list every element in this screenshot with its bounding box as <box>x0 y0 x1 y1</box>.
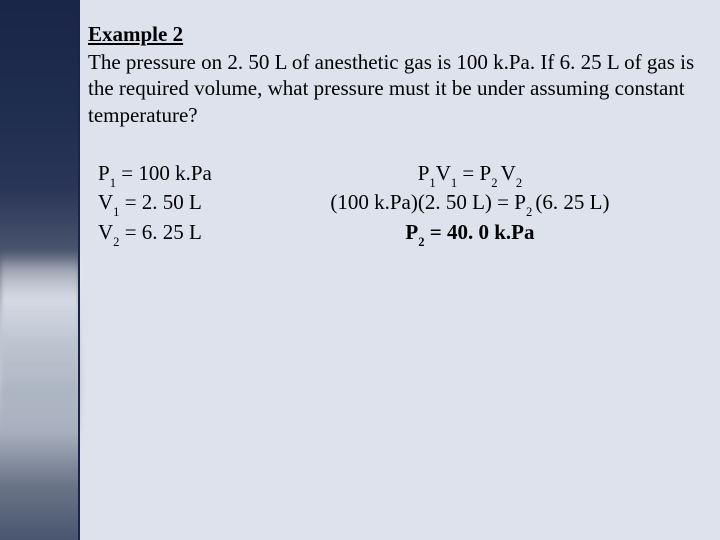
work-area: P1 = 100 k.Pa V1 = 2. 50 L V2 = 6. 25 L … <box>88 160 700 249</box>
equation-line: P1V1 = P2 V2 <box>240 160 700 190</box>
v1-label: V <box>98 190 113 214</box>
p1-label: P <box>98 161 110 185</box>
sub-a: (100 k.Pa)(2. 50 L) = P <box>330 190 526 214</box>
ans-a: P <box>405 220 418 244</box>
eq-p1: P <box>418 161 430 185</box>
substitution-line: (100 k.Pa)(2. 50 L) = P2 (6. 25 L) <box>240 189 700 219</box>
given-p1: P1 = 100 k.Pa <box>98 160 212 190</box>
sub-b: (6. 25 L) <box>535 190 609 214</box>
p1-sub: 1 <box>110 176 116 190</box>
ans-sub: 2 <box>418 235 424 249</box>
eq-s2: 1 <box>451 176 457 190</box>
v2-sub: 2 <box>113 235 119 249</box>
v2-label: V <box>98 220 113 244</box>
calculation: P1V1 = P2 V2 (100 k.Pa)(2. 50 L) = P2 (6… <box>240 160 700 249</box>
given-values: P1 = 100 k.Pa V1 = 2. 50 L V2 = 6. 25 L <box>88 160 212 249</box>
v1-sub: 1 <box>113 205 119 219</box>
eq-s1: 1 <box>429 176 435 190</box>
p1-val: = 100 k.Pa <box>116 161 212 185</box>
eq-mid: = P <box>457 161 491 185</box>
eq-s3: 2 <box>491 176 500 190</box>
slide-content: Example 2 The pressure on 2. 50 L of ane… <box>88 22 700 248</box>
decorative-sidebar <box>0 0 80 540</box>
given-v1: V1 = 2. 50 L <box>98 189 212 219</box>
ans-b: = 40. 0 k.Pa <box>424 220 534 244</box>
sub-sub: 2 <box>526 205 535 219</box>
v2-val: = 6. 25 L <box>119 220 201 244</box>
answer-line: P2 = 40. 0 k.Pa <box>240 219 700 249</box>
v1-val: = 2. 50 L <box>119 190 201 214</box>
given-v2: V2 = 6. 25 L <box>98 219 212 249</box>
problem-statement: The pressure on 2. 50 L of anesthetic ga… <box>88 49 700 128</box>
eq-v1: V <box>436 161 451 185</box>
example-title: Example 2 <box>88 22 700 47</box>
eq-s4: 2 <box>516 176 522 190</box>
eq-v2: V <box>501 161 516 185</box>
